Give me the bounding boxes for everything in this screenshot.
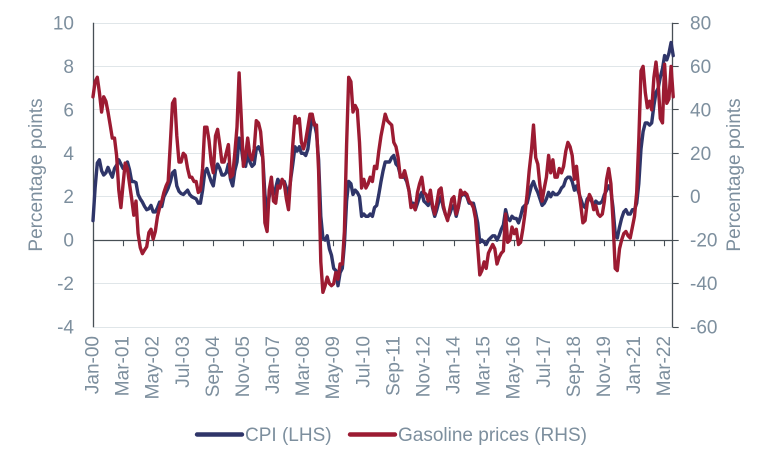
svg-text:May-16: May-16 <box>504 336 525 399</box>
svg-text:Jul-03: Jul-03 <box>173 336 194 388</box>
svg-text:Mar-15: Mar-15 <box>474 336 495 396</box>
svg-text:May-02: May-02 <box>143 336 164 399</box>
svg-text:Jul-10: Jul-10 <box>353 336 374 388</box>
svg-text:Nov-05: Nov-05 <box>233 336 254 397</box>
svg-text:Mar-08: Mar-08 <box>293 336 314 396</box>
svg-text:-4: -4 <box>57 318 74 339</box>
svg-text:-2: -2 <box>57 274 74 295</box>
svg-text:40: 40 <box>690 100 711 121</box>
svg-text:-60: -60 <box>690 318 717 339</box>
svg-text:May-09: May-09 <box>323 336 344 399</box>
svg-text:Nov-19: Nov-19 <box>594 336 615 397</box>
svg-text:0: 0 <box>63 231 74 252</box>
svg-text:2: 2 <box>63 187 74 208</box>
svg-text:Percentage points: Percentage points <box>26 98 47 251</box>
svg-text:Jan-14: Jan-14 <box>444 336 465 395</box>
svg-text:Mar-22: Mar-22 <box>654 336 675 396</box>
svg-text:Sep-18: Sep-18 <box>564 336 585 397</box>
svg-text:20: 20 <box>690 144 711 165</box>
svg-text:60: 60 <box>690 57 711 78</box>
svg-text:Sep-11: Sep-11 <box>383 336 404 396</box>
svg-text:-40: -40 <box>690 274 717 295</box>
svg-text:Jan-21: Jan-21 <box>624 336 645 394</box>
svg-text:Nov-12: Nov-12 <box>413 336 434 397</box>
svg-text:CPI (LHS): CPI (LHS) <box>245 425 332 446</box>
svg-text:4: 4 <box>63 144 74 165</box>
svg-text:Percentage points: Percentage points <box>724 98 745 251</box>
svg-text:Mar-01: Mar-01 <box>113 336 134 396</box>
svg-text:0: 0 <box>690 187 701 208</box>
svg-text:Jan-07: Jan-07 <box>263 336 284 394</box>
svg-text:-20: -20 <box>690 231 717 252</box>
svg-text:6: 6 <box>63 100 74 121</box>
svg-text:8: 8 <box>63 57 74 78</box>
svg-text:Jan-00: Jan-00 <box>83 336 104 394</box>
svg-text:Jul-17: Jul-17 <box>534 336 555 388</box>
svg-text:Gasoline prices (RHS): Gasoline prices (RHS) <box>398 425 587 446</box>
svg-text:80: 80 <box>690 14 711 35</box>
svg-text:10: 10 <box>53 14 74 35</box>
svg-text:Sep-04: Sep-04 <box>203 336 224 398</box>
